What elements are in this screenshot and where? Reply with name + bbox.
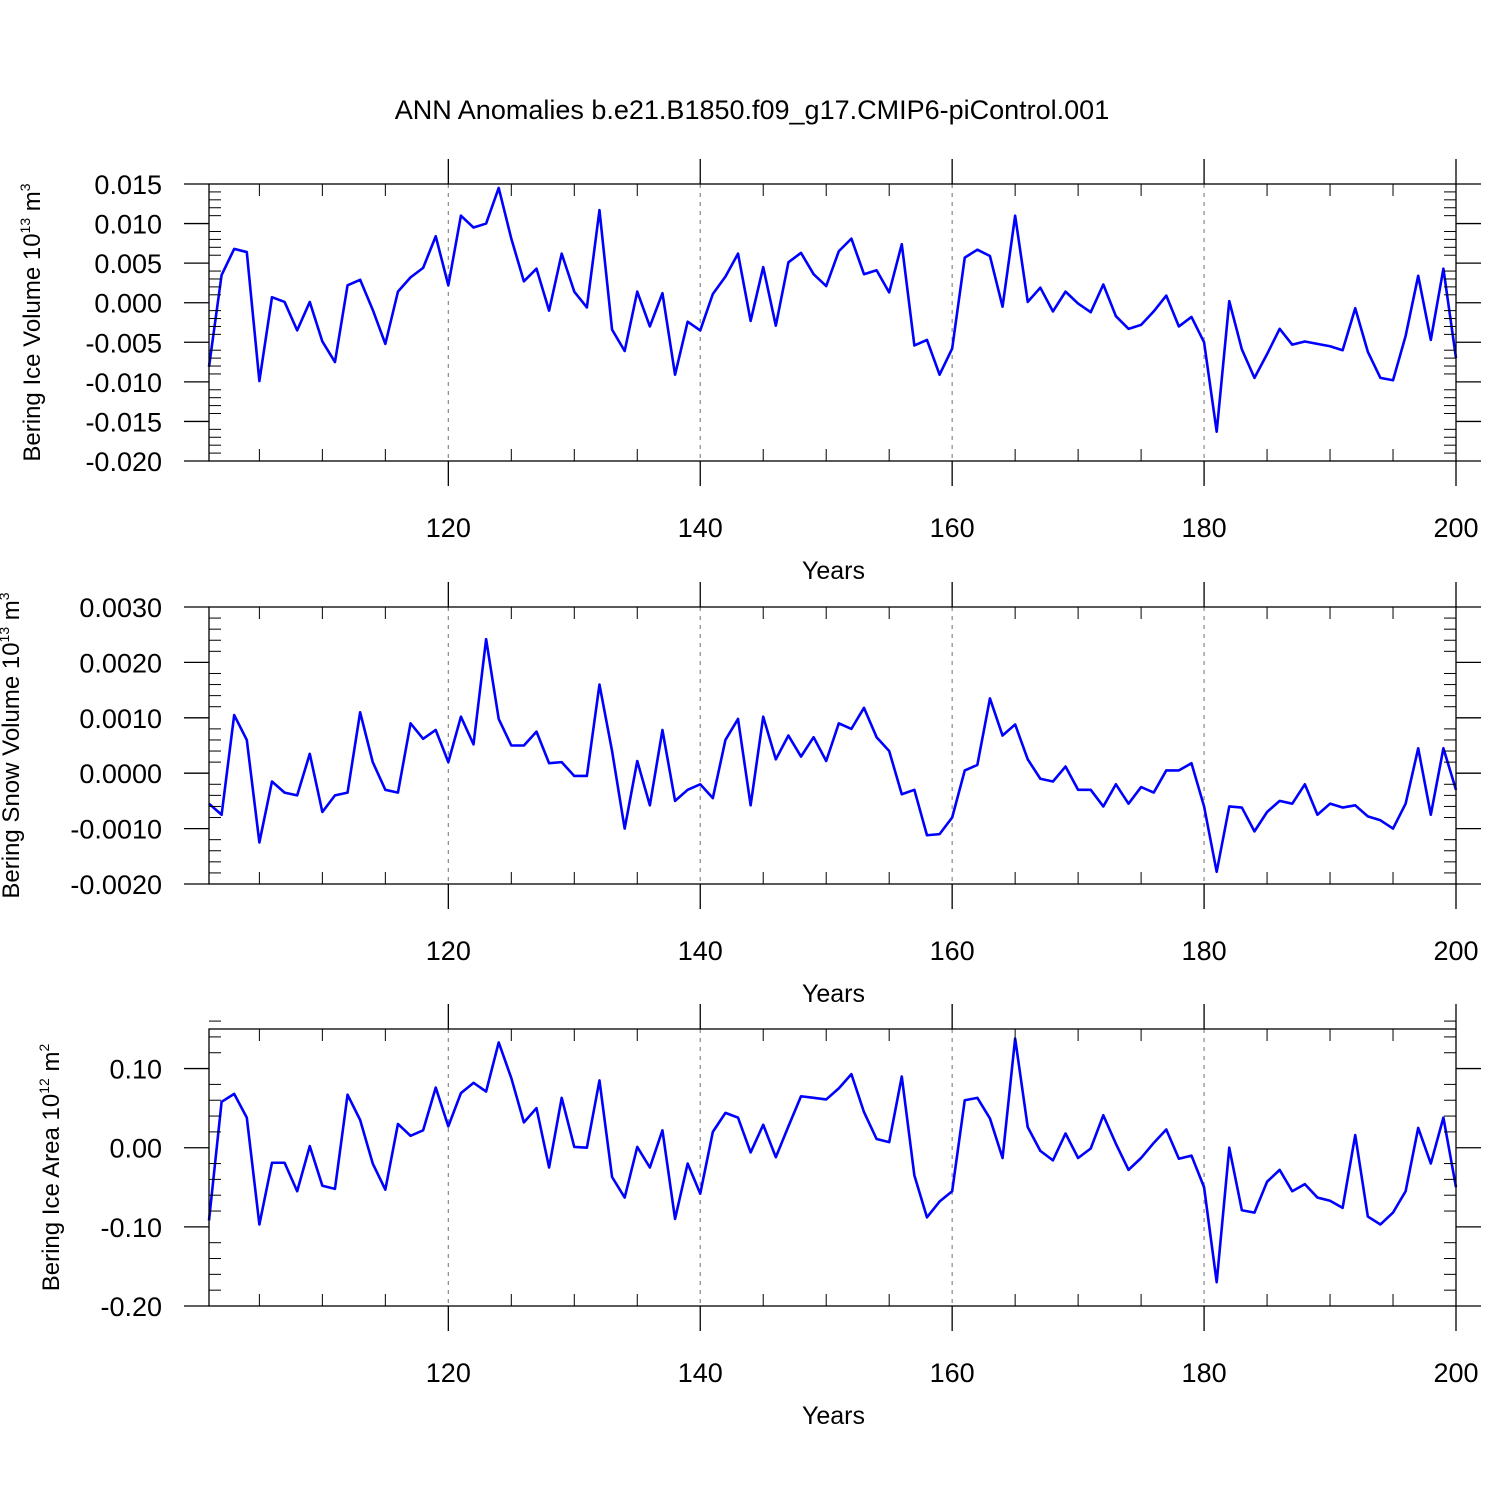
y-tick-label: 0.0030 — [79, 593, 162, 623]
x-axis-label: Years — [802, 980, 865, 1008]
panel-1: -0.020 -0.015 -0.010 -0.005 0.000 0.005 0.010 0… — [17, 159, 1481, 585]
x-tick-label: 180 — [1182, 513, 1227, 543]
series-line — [207, 1037, 1458, 1284]
panel-2: -0.0020 -0.0010 0.0000 0.0010 0.0020 0.0030 12… — [0, 582, 1481, 1008]
x-tick-label: 120 — [426, 513, 471, 543]
y-tick-label: 0.015 — [94, 170, 162, 200]
y-tick-label: 0.0020 — [79, 648, 162, 678]
x-tick-label: 200 — [1433, 1358, 1478, 1388]
x-tick-label: 140 — [678, 936, 723, 966]
series-line — [208, 637, 1458, 874]
y-tick-label: 0.010 — [94, 210, 162, 240]
y-axis-label: Bering Snow Volume 1013 m3 — [0, 592, 25, 898]
x-tick-label: 200 — [1433, 513, 1478, 543]
y-tick-label: -0.005 — [85, 328, 162, 358]
x-tick-label: 140 — [678, 1358, 723, 1388]
y-tick-label: -0.010 — [85, 368, 162, 398]
y-tick-label: -0.015 — [85, 407, 162, 437]
y-tick-label: 0.0000 — [79, 759, 162, 789]
y-tick-label: 0.005 — [94, 249, 162, 279]
plot-frame — [208, 183, 1457, 462]
figure-title: ANN Anomalies b.e21.B1850.f09_g17.CMIP6-… — [395, 95, 1109, 125]
x-tick-label: 180 — [1182, 936, 1227, 966]
x-tick-label: 180 — [1182, 1358, 1227, 1388]
x-tick-label: 140 — [678, 513, 723, 543]
x-tick-label: 120 — [426, 936, 471, 966]
x-tick-label: 160 — [930, 513, 975, 543]
y-tick-label: -0.020 — [85, 447, 162, 477]
y-tick-label: -0.10 — [100, 1213, 162, 1243]
x-axis-label: Years — [802, 1402, 865, 1430]
series-line — [207, 186, 1458, 434]
y-tick-label: 0.000 — [94, 289, 162, 319]
y-tick-label: 0.00 — [109, 1134, 162, 1164]
x-tick-label: 160 — [930, 1358, 975, 1388]
x-tick-label: 160 — [930, 936, 975, 966]
y-axis-label: Bering Ice Area 1012 m2 — [36, 1044, 65, 1292]
panel-3: -0.20 -0.10 0.00 0.10 120 140 160 180 200 Years Be… — [36, 1004, 1481, 1430]
x-tick-label: 120 — [426, 1358, 471, 1388]
y-tick-label: -0.0010 — [70, 815, 162, 845]
plot-frame — [208, 1028, 1457, 1307]
y-tick-label: -0.0020 — [70, 870, 162, 900]
x-axis-label: Years — [802, 557, 865, 585]
y-tick-label: 0.10 — [109, 1055, 162, 1085]
y-tick-label: 0.0010 — [79, 704, 162, 734]
x-tick-label: 200 — [1433, 936, 1478, 966]
plot-frame — [208, 606, 1457, 885]
y-tick-label: -0.20 — [100, 1292, 162, 1322]
y-axis-label: Bering Ice Volume 1013 m3 — [17, 183, 46, 461]
